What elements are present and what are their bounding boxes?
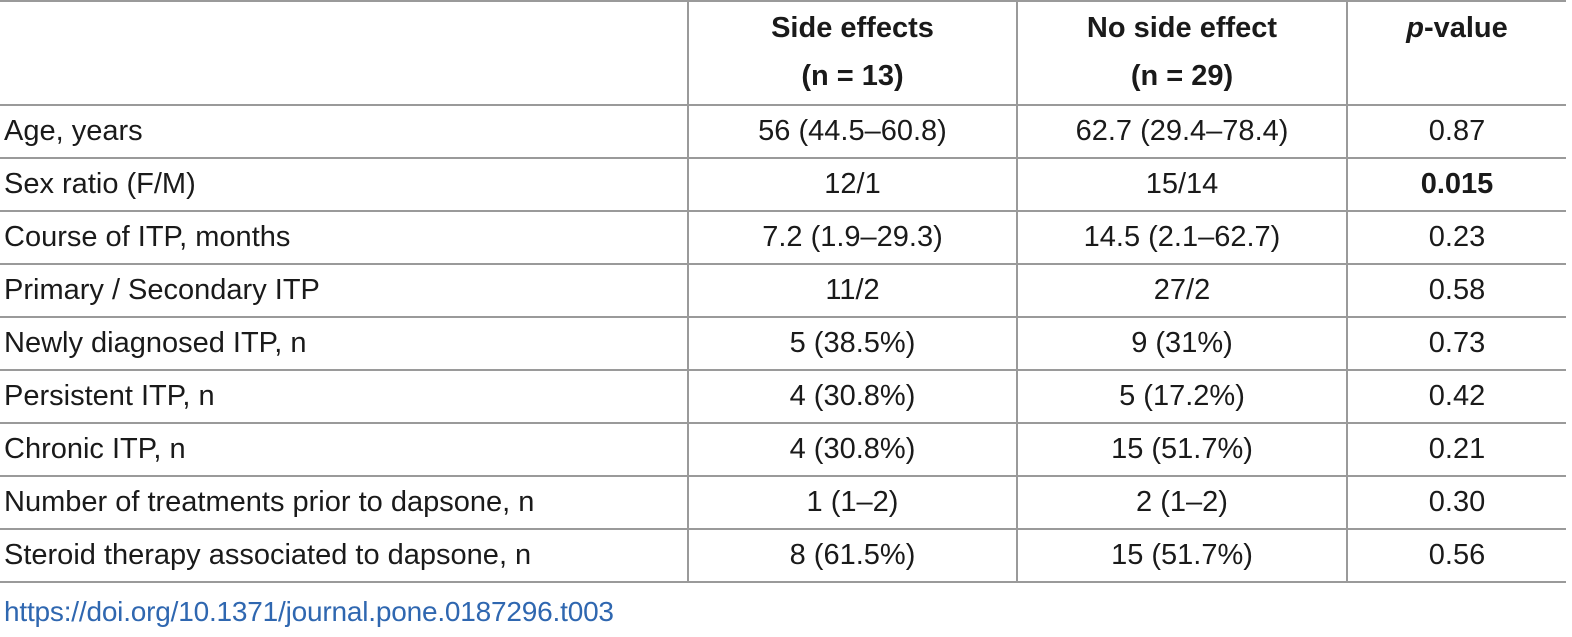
cell-no-side-effect: 2 (1–2) [1016,476,1347,530]
cell-side-effects: 4 (30.8%) [687,423,1017,477]
header-no-side-effect-n: (n = 29) [1016,54,1347,105]
table-row: Primary / Secondary ITP 11/2 27/2 0.58 [0,264,1566,318]
header-p-value: p-value [1346,0,1566,54]
row-label: Primary / Secondary ITP [0,264,688,318]
table-row: Persistent ITP, n 4 (30.8%) 5 (17.2%) 0.… [0,370,1566,424]
cell-no-side-effect: 15/14 [1016,158,1347,212]
header-p-value-sub [1346,54,1566,105]
cell-side-effects: 8 (61.5%) [687,529,1017,583]
cell-p-value: 0.23 [1346,211,1566,265]
cell-p-value: 0.42 [1346,370,1566,424]
results-table: Side effects No side effect p-value (n =… [0,0,1566,583]
row-label: Age, years [0,105,688,159]
cell-no-side-effect: 14.5 (2.1–62.7) [1016,211,1347,265]
header-no-side-effect: No side effect [1016,0,1347,54]
cell-side-effects: 4 (30.8%) [687,370,1017,424]
cell-no-side-effect: 62.7 (29.4–78.4) [1016,105,1347,159]
table-row: Chronic ITP, n 4 (30.8%) 15 (51.7%) 0.21 [0,423,1566,477]
cell-p-value: 0.21 [1346,423,1566,477]
doi-link[interactable]: https://doi.org/10.1371/journal.pone.018… [4,596,614,627]
cell-p-value-significant: 0.015 [1346,158,1566,212]
header-p-italic: p [1406,12,1424,44]
cell-p-value: 0.30 [1346,476,1566,530]
cell-no-side-effect: 15 (51.7%) [1016,423,1347,477]
cell-side-effects: 1 (1–2) [687,476,1017,530]
header-side-effects: Side effects [687,0,1017,54]
row-label: Persistent ITP, n [0,370,688,424]
cell-side-effects: 12/1 [687,158,1017,212]
row-label: Newly diagnosed ITP, n [0,317,688,371]
header-stub [0,0,688,54]
cell-p-value: 0.87 [1346,105,1566,159]
cell-no-side-effect: 15 (51.7%) [1016,529,1347,583]
table-row: Steroid therapy associated to dapsone, n… [0,529,1566,583]
header-row: Side effects No side effect p-value [0,0,1566,54]
table-row: Newly diagnosed ITP, n 5 (38.5%) 9 (31%)… [0,317,1566,371]
row-label: Steroid therapy associated to dapsone, n [0,529,688,583]
cell-no-side-effect: 5 (17.2%) [1016,370,1347,424]
cell-p-value: 0.73 [1346,317,1566,371]
header-side-effects-n: (n = 13) [687,54,1017,105]
cell-side-effects: 7.2 (1.9–29.3) [687,211,1017,265]
table-row: Course of ITP, months 7.2 (1.9–29.3) 14.… [0,211,1566,265]
table-row: Age, years 56 (44.5–60.8) 62.7 (29.4–78.… [0,105,1566,159]
header-subrow: (n = 13) (n = 29) [0,54,1566,105]
cell-no-side-effect: 27/2 [1016,264,1347,318]
header-p-rest: -value [1423,12,1508,44]
table-row: Sex ratio (F/M) 12/1 15/14 0.015 [0,158,1566,212]
row-label: Sex ratio (F/M) [0,158,688,212]
row-label: Number of treatments prior to dapsone, n [0,476,688,530]
header-stub-sub [0,54,688,105]
table-row: Number of treatments prior to dapsone, n… [0,476,1566,530]
cell-no-side-effect: 9 (31%) [1016,317,1347,371]
cell-p-value: 0.56 [1346,529,1566,583]
cell-side-effects: 5 (38.5%) [687,317,1017,371]
cell-side-effects: 11/2 [687,264,1017,318]
row-label: Course of ITP, months [0,211,688,265]
cell-side-effects: 56 (44.5–60.8) [687,105,1017,159]
cell-p-value: 0.58 [1346,264,1566,318]
row-label: Chronic ITP, n [0,423,688,477]
